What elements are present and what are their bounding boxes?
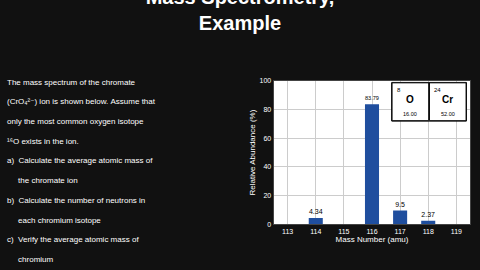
- svg-text:118: 118: [423, 228, 434, 235]
- svg-text:52.00: 52.00: [441, 111, 455, 117]
- svg-text:8: 8: [397, 87, 401, 93]
- svg-text:a) Calculate the average atom: a) Calculate the average atomic mass of: [7, 156, 153, 165]
- svg-text:0: 0: [267, 221, 271, 228]
- svg-text:9.5: 9.5: [395, 201, 405, 208]
- svg-text:114: 114: [310, 228, 321, 235]
- svg-text:113: 113: [282, 228, 293, 235]
- svg-text:100: 100: [260, 77, 272, 84]
- svg-text:(CrO₄²⁻) ion is shown below. A: (CrO₄²⁻) ion is shown below. Assume that: [7, 97, 156, 106]
- svg-text:40: 40: [263, 163, 271, 170]
- svg-text:117: 117: [395, 228, 406, 235]
- svg-text:83.79: 83.79: [365, 95, 379, 101]
- svg-text:116: 116: [366, 228, 377, 235]
- svg-text:4.34: 4.34: [309, 208, 323, 215]
- svg-text:each chromium isotope: each chromium isotope: [7, 216, 101, 225]
- svg-text:O: O: [406, 94, 414, 105]
- svg-text:b) Calculate the number of ne: b) Calculate the number of neutrons in: [7, 196, 145, 205]
- svg-text:119: 119: [451, 228, 462, 235]
- svg-text:The mass spectrum of the chrom: The mass spectrum of the chromate: [7, 78, 136, 87]
- svg-text:the chromate ion: the chromate ion: [7, 176, 78, 185]
- svg-text:20: 20: [263, 192, 271, 199]
- svg-text:Relative Abundance (%): Relative Abundance (%): [248, 109, 257, 195]
- svg-text:Mass Number (amu): Mass Number (amu): [336, 235, 409, 244]
- svg-text:2.37: 2.37: [421, 211, 435, 218]
- svg-text:80: 80: [263, 106, 271, 113]
- svg-text:Mass Spectrometry,Example: Mass Spectrometry,Example: [146, 0, 335, 34]
- svg-text:chromium: chromium: [7, 255, 54, 264]
- svg-text:115: 115: [338, 228, 349, 235]
- svg-text:¹⁶O exists in the ion.: ¹⁶O exists in the ion.: [7, 137, 79, 146]
- svg-text:60: 60: [263, 135, 271, 142]
- svg-text:24: 24: [434, 87, 441, 93]
- svg-text:only the most common oxygen is: only the most common oxygen isotope: [7, 117, 144, 126]
- svg-text:c) Verify the average atomic: c) Verify the average atomic mass of: [7, 235, 139, 244]
- svg-text:16.00: 16.00: [403, 111, 417, 117]
- svg-text:Cr: Cr: [442, 94, 453, 105]
